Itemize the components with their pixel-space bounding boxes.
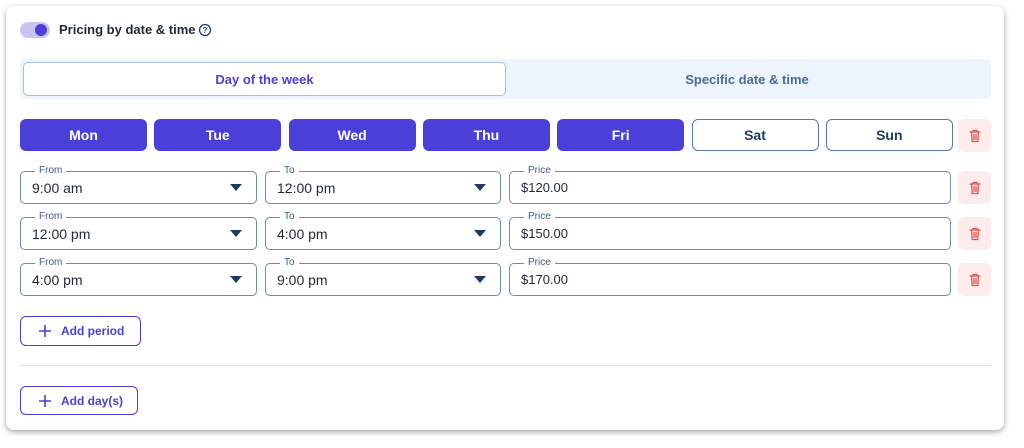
- button-label: Add period: [61, 324, 125, 338]
- add-button[interactable]: Add period: [20, 316, 141, 346]
- to-field[interactable]: To 9:00 pm: [265, 256, 501, 296]
- to-field[interactable]: To 12:00 pm: [265, 164, 501, 204]
- field-label: Price: [524, 210, 555, 224]
- chevron: [230, 276, 242, 283]
- trash-icon: [968, 181, 981, 194]
- toggle-knob: [35, 24, 47, 36]
- day-button[interactable]: Mon: [20, 119, 147, 151]
- field-label: Price: [524, 256, 555, 270]
- from-field[interactable]: From 12:00 pm: [20, 210, 257, 250]
- plus-icon: [39, 325, 51, 337]
- field-value: $120.00: [521, 180, 568, 195]
- field-value: 9:00 pm: [277, 271, 328, 288]
- chevron: [474, 276, 486, 283]
- price-field[interactable]: Price $170.00: [509, 256, 951, 296]
- day-button[interactable]: Sun: [825, 119, 953, 151]
- field-value: $170.00: [521, 272, 568, 287]
- svg-text:?: ?: [203, 26, 208, 35]
- field-label: Price: [524, 164, 555, 178]
- day-button[interactable]: Tue: [154, 119, 282, 151]
- from-field[interactable]: From 4:00 pm: [20, 256, 257, 296]
- field-label: To: [280, 164, 299, 178]
- chevron: [474, 230, 486, 237]
- chevron: [230, 184, 242, 191]
- field-label: To: [280, 256, 299, 270]
- tab[interactable]: Day of the week: [23, 62, 506, 96]
- field-label: To: [280, 210, 299, 224]
- field-label: From: [35, 256, 67, 270]
- day-button[interactable]: Sat: [691, 119, 819, 151]
- trash-icon: [968, 227, 981, 240]
- delete-button[interactable]: [958, 263, 991, 296]
- field-label: From: [35, 210, 67, 224]
- delete-button[interactable]: [958, 119, 991, 152]
- from-field[interactable]: From 9:00 am: [20, 164, 257, 204]
- plus-icon: [39, 394, 51, 407]
- day-button[interactable]: Fri: [557, 119, 685, 151]
- section-title: Pricing by date & time: [59, 22, 196, 37]
- divider: [20, 365, 991, 366]
- button-label: Add day(s): [61, 393, 124, 408]
- field-value: 12:00 pm: [277, 179, 336, 196]
- help-icon[interactable]: ?: [198, 23, 212, 37]
- price-field[interactable]: Price $150.00: [509, 210, 951, 250]
- field-value: 4:00 pm: [277, 225, 328, 242]
- delete-button[interactable]: [958, 171, 991, 204]
- dropdown-arrow: [474, 230, 486, 238]
- field-value: $150.00: [521, 226, 568, 241]
- day-button[interactable]: Thu: [422, 119, 550, 151]
- trash-icon: [968, 129, 981, 142]
- dropdown-arrow: [230, 184, 242, 192]
- field-value: 12:00 pm: [32, 225, 91, 242]
- add-button[interactable]: Add day(s): [20, 386, 138, 415]
- toggle[interactable]: [20, 22, 50, 38]
- price-field[interactable]: Price $120.00: [509, 164, 951, 204]
- trash-icon: [968, 273, 981, 286]
- delete-button[interactable]: [958, 217, 991, 250]
- dropdown-arrow: [474, 276, 486, 284]
- dropdown-arrow: [230, 276, 242, 284]
- field-label: From: [35, 164, 67, 178]
- tab[interactable]: Specific date & time: [685, 71, 809, 87]
- chevron: [474, 184, 486, 191]
- field-value: 9:00 am: [32, 179, 83, 196]
- day-button[interactable]: Wed: [288, 119, 416, 151]
- chevron: [230, 230, 242, 237]
- to-field[interactable]: To 4:00 pm: [265, 210, 501, 250]
- dropdown-arrow: [230, 230, 242, 238]
- field-value: 4:00 pm: [32, 271, 83, 288]
- dropdown-arrow: [474, 184, 486, 192]
